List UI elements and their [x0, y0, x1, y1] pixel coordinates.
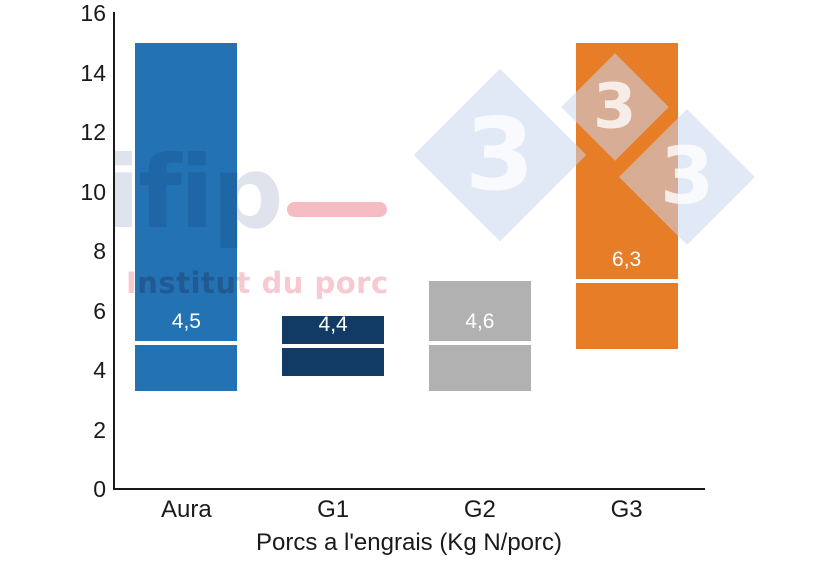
y-tick-label: 14 [80, 59, 106, 86]
y-tick-label: 0 [93, 476, 106, 502]
bar-value-label: 4,5 [171, 310, 201, 334]
y-tick-label: 16 [80, 0, 106, 26]
y-tick-label: 6 [93, 297, 106, 324]
bar-value-label: 4,4 [318, 313, 348, 337]
x-axis-title: Porcs a l'engrais (Kg N/porc) [255, 529, 563, 556]
x-category-label-g2: G2 [463, 496, 496, 523]
x-category-label-g1: G1 [317, 496, 350, 523]
bar-marker-line [575, 278, 678, 283]
bar-marker-line [135, 341, 238, 346]
y-axis-line [113, 12, 115, 490]
pig333-diamond-icon: 3 [413, 68, 587, 242]
pig333-digit: 3 [465, 96, 535, 213]
y-tick-label: 2 [93, 416, 106, 443]
bar-g3: 6,3 [575, 42, 678, 350]
x-category-label-g3: G3 [610, 496, 643, 523]
bar-g1: 4,4 [282, 313, 385, 376]
ifip-logo-dash-icon [287, 202, 387, 217]
bar-marker-line [282, 344, 385, 349]
y-tick-label: 4 [93, 357, 106, 383]
y-tick-label: 12 [80, 119, 106, 145]
y-tick-label: 10 [80, 178, 106, 205]
bar-marker-line [428, 341, 531, 346]
bar-value-label: 6,3 [612, 247, 642, 271]
x-category-label-aura: Aura [161, 496, 212, 523]
bar-g2: 4,6 [428, 280, 531, 391]
y-tick-label: 8 [93, 238, 106, 264]
bar-aura: 4,5 [135, 42, 238, 391]
x-axis-line [113, 488, 705, 490]
bar-value-label: 4,6 [465, 310, 495, 334]
